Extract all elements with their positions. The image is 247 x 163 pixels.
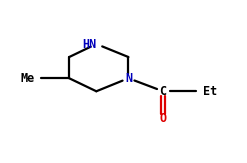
- Text: O: O: [160, 112, 166, 126]
- Text: N: N: [125, 72, 132, 85]
- Text: Me: Me: [20, 72, 35, 85]
- Text: Et: Et: [203, 85, 217, 98]
- Text: C: C: [160, 85, 166, 98]
- Text: HN: HN: [82, 37, 96, 51]
